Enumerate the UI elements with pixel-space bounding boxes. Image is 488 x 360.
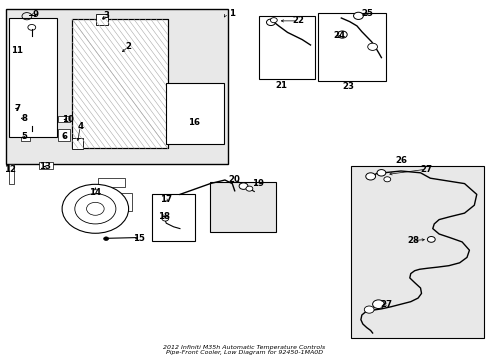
Bar xyxy=(120,193,132,211)
Bar xyxy=(72,19,167,148)
Circle shape xyxy=(62,184,128,233)
Bar xyxy=(72,19,167,148)
Circle shape xyxy=(239,183,247,189)
Bar xyxy=(210,182,276,232)
Circle shape xyxy=(372,300,384,309)
Circle shape xyxy=(383,177,390,182)
Text: 9: 9 xyxy=(32,10,38,19)
Text: 7: 7 xyxy=(14,104,20,113)
Bar xyxy=(72,138,83,149)
Bar xyxy=(96,14,107,25)
Text: 28: 28 xyxy=(407,236,418,245)
Circle shape xyxy=(353,12,363,19)
Circle shape xyxy=(266,19,275,26)
Text: 8: 8 xyxy=(21,114,27,123)
Text: 25: 25 xyxy=(361,9,373,18)
Text: 4: 4 xyxy=(77,122,83,131)
Text: 11: 11 xyxy=(11,46,23,55)
Bar xyxy=(20,127,30,141)
Bar xyxy=(151,194,194,241)
Text: 10: 10 xyxy=(61,115,73,124)
Text: 23: 23 xyxy=(342,82,353,91)
Text: 26: 26 xyxy=(394,156,406,165)
Text: 21: 21 xyxy=(275,81,286,90)
Circle shape xyxy=(427,237,434,242)
Text: 27: 27 xyxy=(420,165,431,174)
Bar xyxy=(9,164,14,184)
Bar xyxy=(350,166,483,338)
Text: 19: 19 xyxy=(251,179,263,188)
Text: 14: 14 xyxy=(89,188,101,197)
Bar xyxy=(39,162,53,169)
Text: 15: 15 xyxy=(133,234,145,243)
Bar xyxy=(317,13,386,81)
Bar xyxy=(15,103,24,110)
Text: 17: 17 xyxy=(160,195,172,204)
Bar xyxy=(6,9,228,164)
Text: 2: 2 xyxy=(125,42,131,51)
Bar xyxy=(98,178,124,187)
Circle shape xyxy=(364,306,373,313)
Text: 20: 20 xyxy=(228,175,240,184)
Text: 16: 16 xyxy=(187,118,199,127)
Bar xyxy=(58,129,70,141)
Circle shape xyxy=(75,194,116,224)
Text: 27: 27 xyxy=(380,300,391,309)
Text: 22: 22 xyxy=(292,16,304,25)
Text: 2012 Infiniti M35h Automatic Temperature Controls
Pipe-Front Cooler, Low Diagram: 2012 Infiniti M35h Automatic Temperature… xyxy=(163,345,325,355)
Circle shape xyxy=(376,170,385,176)
Bar xyxy=(9,18,57,137)
Text: 1: 1 xyxy=(229,9,235,18)
Bar xyxy=(259,16,315,79)
Circle shape xyxy=(86,202,104,215)
Bar xyxy=(15,114,24,121)
Circle shape xyxy=(367,43,377,50)
Text: 6: 6 xyxy=(61,132,67,141)
Text: 13: 13 xyxy=(39,162,51,171)
Circle shape xyxy=(365,173,375,180)
Bar xyxy=(58,116,70,122)
Text: 12: 12 xyxy=(4,165,16,174)
Circle shape xyxy=(103,237,108,240)
Text: 3: 3 xyxy=(103,10,109,19)
Circle shape xyxy=(337,31,346,38)
Circle shape xyxy=(270,18,277,23)
Text: 24: 24 xyxy=(333,31,345,40)
Bar xyxy=(166,83,224,144)
Text: 18: 18 xyxy=(158,212,170,221)
Text: 5: 5 xyxy=(21,132,27,141)
Circle shape xyxy=(245,186,252,191)
Circle shape xyxy=(162,216,168,221)
Bar xyxy=(27,36,46,126)
